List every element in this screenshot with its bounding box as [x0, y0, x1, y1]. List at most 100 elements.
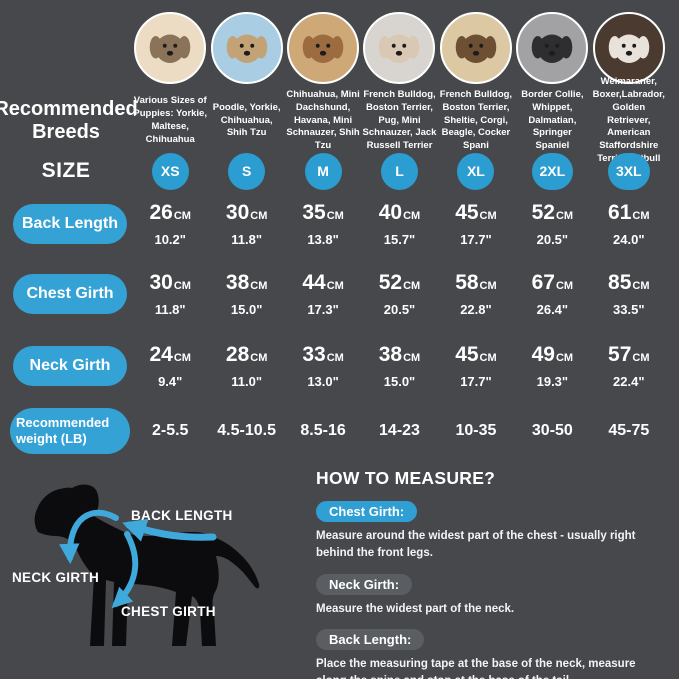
- breed-list: Poodle, Yorkie, Chihuahua, Shih Tzu: [212, 101, 281, 139]
- size-badge-2xl: 2XL: [531, 152, 574, 190]
- chest-cm: 67 CM: [531, 271, 574, 294]
- neck-inch: 9.4": [158, 374, 183, 389]
- back-cm: 61 CM: [608, 201, 650, 224]
- size-table: Recommended Breeds Various Sizes of Pupp…: [0, 12, 665, 454]
- measurement-diagram: BACK LENGTH NECK GIRTH CHEST GIRTH: [0, 460, 302, 679]
- back-cm: 45 CM: [455, 201, 497, 224]
- chest-cm: 58 CM: [455, 271, 497, 294]
- measure-item-neck: Neck Girth: Measure the widest part of t…: [316, 573, 665, 618]
- dog-face-icon: [452, 24, 500, 72]
- back-cm: 26 CM: [149, 201, 191, 224]
- measure-item-chest: Chest Girth: Measure around the widest p…: [316, 501, 665, 563]
- size-badge-m: M: [304, 152, 342, 190]
- neck-inch: 11.0": [231, 374, 262, 389]
- chest-inch: 11.8": [154, 302, 186, 317]
- back-inch: 10.2": [154, 232, 186, 247]
- breed-list: Various Sizes of Puppies: Yorkie, Maltes…: [133, 95, 207, 145]
- how-to-measure-section: HOW TO MEASURE? Chest Girth: Measure aro…: [302, 460, 679, 679]
- neck-inch: 13.0": [307, 374, 339, 389]
- neck-cm: 28 CM: [225, 343, 268, 366]
- neck-girth-label: Neck Girth: [13, 346, 127, 386]
- weight-row-label: Recommended weight (LB): [10, 408, 130, 454]
- back-cm: 35 CM: [302, 201, 344, 224]
- chest-cm: 30 CM: [149, 271, 191, 294]
- neck-inch: 22.4": [613, 374, 645, 389]
- back-inch: 17.7": [460, 232, 492, 247]
- weight-range: 30-50: [531, 422, 573, 439]
- chest-girth-label: Chest Girth: [13, 274, 127, 314]
- back-cm: 52 CM: [531, 201, 574, 224]
- dog-face-icon: [223, 24, 271, 72]
- back-length-label: Back Length: [13, 204, 127, 244]
- dog-face-icon: [528, 24, 576, 72]
- chest-girth-tag: Chest Girth:: [316, 501, 418, 522]
- breeds-row-label: Recommended Breeds: [0, 98, 138, 143]
- back-length-tag: Back Length:: [316, 628, 425, 650]
- back-cm: 30 CM: [225, 201, 268, 224]
- dog-photo-m: [287, 12, 360, 84]
- back-inch: 24.0": [613, 232, 645, 247]
- chest-girth-diagram-label: CHEST GIRTH: [121, 604, 216, 619]
- dog-photo-s: [210, 12, 283, 84]
- chest-girth-instructions: Measure around the widest part of the ch…: [316, 530, 636, 560]
- back-inch: 11.8": [231, 232, 262, 247]
- chest-inch: 20.5": [383, 302, 416, 317]
- size-badge-xs: XS: [151, 152, 189, 190]
- dog-photo-3xl: [592, 12, 665, 84]
- back-inch: 15.7": [383, 232, 416, 247]
- chest-cm: 85 CM: [608, 271, 650, 294]
- measure-item-back: Back Length: Place the measuring tape at…: [316, 628, 665, 679]
- weight-range: 2-5.5: [151, 422, 189, 439]
- neck-inch: 17.7": [460, 374, 492, 389]
- dog-face-icon: [375, 24, 423, 72]
- chest-inch: 33.5": [613, 302, 645, 317]
- size-row-label: SIZE: [41, 159, 91, 182]
- weight-range: 10-35: [455, 422, 497, 439]
- chest-inch: 17.3": [307, 302, 339, 317]
- neck-inch: 15.0": [383, 374, 416, 389]
- dog-photo-l: [363, 12, 436, 84]
- dog-face-icon: [299, 24, 347, 72]
- weight-range: 8.5-16: [300, 422, 346, 439]
- dog-photo-xs: [134, 12, 207, 84]
- back-length-diagram-label: BACK LENGTH: [131, 508, 233, 523]
- size-badge-s: S: [228, 152, 266, 190]
- weight-range: 45-75: [608, 422, 650, 439]
- weight-range: 14-23: [379, 422, 420, 439]
- dog-silhouette: [34, 484, 260, 646]
- breed-list: French Bulldog, Boston Terrier, Pug, Min…: [362, 88, 437, 152]
- breed-list: Chihuahua, Mini Dachshund, Havana, Mini …: [286, 88, 360, 152]
- chest-cm: 44 CM: [302, 271, 344, 294]
- size-badge-l: L: [380, 152, 418, 190]
- back-inch: 20.5": [536, 232, 569, 247]
- chest-inch: 15.0": [230, 302, 263, 317]
- back-cm: 40 CM: [378, 201, 421, 224]
- neck-cm: 45 CM: [455, 343, 497, 366]
- dog-face-icon: [605, 24, 653, 72]
- neck-girth-diagram-label: NECK GIRTH: [12, 570, 99, 585]
- chest-cm: 52 CM: [378, 271, 421, 294]
- back-inch: 13.8": [307, 232, 339, 247]
- how-to-measure-heading: HOW TO MEASURE?: [316, 468, 496, 488]
- neck-cm: 57 CM: [608, 343, 650, 366]
- neck-inch: 19.3": [536, 374, 569, 389]
- dog-photo-xl: [439, 12, 512, 84]
- breed-list: Border Collie, Whippet, Dalmatian, Sprin…: [521, 88, 584, 152]
- breed-list: French Bulldog, Boston Terrier, Sheltie,…: [439, 88, 513, 152]
- neck-cm: 24 CM: [149, 343, 191, 366]
- neck-cm: 49 CM: [531, 343, 574, 366]
- chest-cm: 38 CM: [225, 271, 268, 294]
- back-length-instructions: Place the measuring tape at the base of …: [316, 657, 636, 679]
- weight-range: 4.5-10.5: [217, 422, 276, 439]
- dog-photo-2xl: [516, 12, 589, 84]
- neck-cm: 33 CM: [302, 343, 344, 366]
- neck-cm: 38 CM: [378, 343, 421, 366]
- neck-girth-instructions: Measure the widest part of the neck.: [316, 602, 515, 615]
- chest-inch: 22.8": [460, 302, 492, 317]
- neck-girth-tag: Neck Girth:: [316, 573, 413, 595]
- size-badge-xl: XL: [457, 152, 495, 190]
- chest-inch: 26.4": [536, 302, 569, 317]
- size-badge-3xl: 3XL: [607, 152, 650, 190]
- dog-face-icon: [146, 24, 194, 72]
